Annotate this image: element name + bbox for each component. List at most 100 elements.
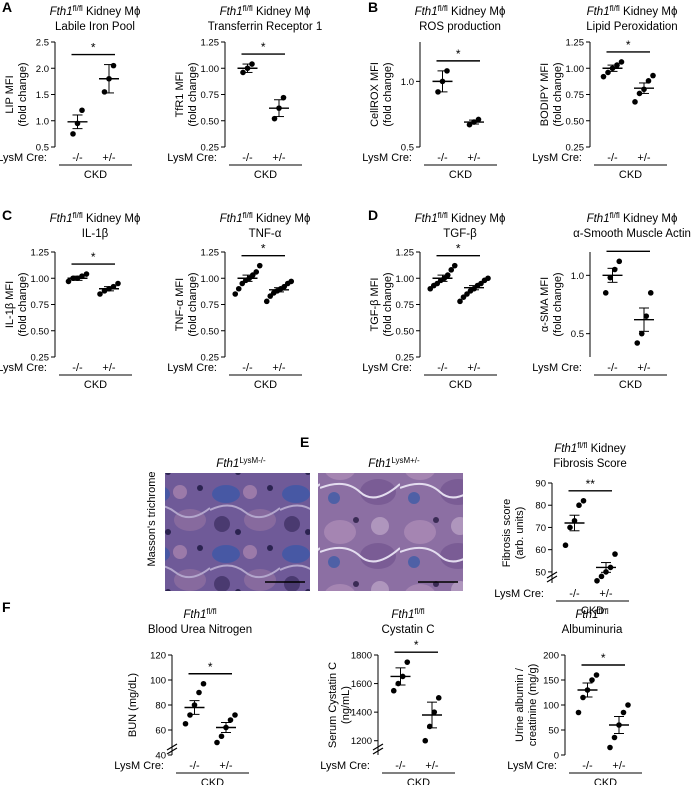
data-point xyxy=(232,712,238,718)
y-tick-label: 0.50 xyxy=(31,326,50,337)
panel-letter: A xyxy=(2,0,12,15)
group-axis-label: LysM Cre: xyxy=(532,152,582,164)
y-axis-label-line: TfR1 MFI xyxy=(174,72,186,118)
data-point xyxy=(227,717,234,723)
data-point xyxy=(70,131,76,137)
y-tick-label: 200 xyxy=(543,651,559,662)
y-axis-label-line: (fold change) xyxy=(17,272,29,336)
data-point xyxy=(607,744,613,751)
chart-title: Fth1fl/fl Kidney Mϕ xyxy=(220,211,311,225)
data-point xyxy=(451,262,458,269)
chart-subtitle: TNF-α xyxy=(249,228,282,240)
chart-title-gene: Fth1 xyxy=(50,213,73,225)
chart-title-sup: fl/fl xyxy=(73,211,83,220)
y-axis-label: α-SMA MFI(fold change) xyxy=(539,272,564,336)
chart-title-gene: Fth1 xyxy=(50,6,73,18)
y-tick-label: 0.25 xyxy=(31,353,50,364)
chart-title: Fth1fl/fl Kidney Mϕ xyxy=(587,4,678,18)
chart-F3: Fth1fl/fl Albuminuria Urine albumin /creat… xyxy=(507,607,642,785)
chart-title: Fth1fl/fl xyxy=(391,607,424,621)
y-axis-label: Serum Cystatin C(ng/mL) xyxy=(327,662,352,748)
data-point xyxy=(187,712,193,718)
data-point xyxy=(612,551,618,557)
y-tick-label: 50 xyxy=(548,726,559,737)
chart-B1: Fth1fl/fl Kidney Mϕ ROS production CellROX… xyxy=(362,4,505,181)
group-axis-label: LysM Cre: xyxy=(532,362,582,374)
x-tick-label: +/- xyxy=(637,152,650,164)
y-tick-label: 0.75 xyxy=(31,300,50,311)
data-point xyxy=(575,709,582,716)
group-axis-label: LysM Cre: xyxy=(507,760,557,772)
chart-title-suffix: Kidney Mϕ xyxy=(83,213,141,225)
data-point xyxy=(196,689,202,696)
significance-marker: * xyxy=(601,651,606,665)
data-point xyxy=(83,271,90,277)
y-axis-label-line: (fold change) xyxy=(17,62,29,126)
chart-title-sup: fl/fl xyxy=(206,607,216,616)
y-axis-label-line: (fold change) xyxy=(552,272,564,336)
chart-B2: Fth1fl/fl Kidney Mϕ Lipid Peroxidation BOD… xyxy=(532,4,677,181)
chart-F2: Fth1fl/fl Cystatin C Serum Cystatin C(ng/m… xyxy=(320,607,455,785)
y-tick-label: 1.00 xyxy=(201,274,220,285)
y-axis-label: BUN (mg/dL) xyxy=(127,673,139,737)
data-point xyxy=(404,659,411,665)
data-point xyxy=(594,577,600,584)
x-tick-label: +/- xyxy=(467,152,480,164)
y-tick-label: 0.75 xyxy=(201,90,220,101)
significance-marker: * xyxy=(208,660,213,674)
data-point xyxy=(115,280,121,287)
y-axis-label-line: CellROX MFI xyxy=(369,62,381,127)
x-tick-label: -/- xyxy=(72,362,83,374)
chart-subtitle: ROS production xyxy=(419,21,501,33)
data-point xyxy=(647,290,654,296)
y-axis-label-line: (fold change) xyxy=(187,272,199,336)
x-tick-label: +/- xyxy=(599,588,612,600)
y-tick-label: 1.0 xyxy=(571,271,584,282)
x-tick-label: +/- xyxy=(272,362,285,374)
x-tick-label: +/- xyxy=(467,362,480,374)
x-tick-label: +/- xyxy=(272,152,285,164)
chart-D2: Fth1fl/fl Kidney Mϕ α-Smooth Muscle Actin… xyxy=(532,211,691,391)
group-axis-label: LysM Cre: xyxy=(167,152,217,164)
data-point xyxy=(431,709,438,715)
group-axis-label: LysM Cre: xyxy=(362,362,412,374)
chart-title-gene: Fth1 xyxy=(575,609,598,621)
data-point xyxy=(650,72,656,79)
y-axis-label-line: (fold change) xyxy=(382,62,394,126)
y-axis-label-line: creatinine (mg/g) xyxy=(527,664,539,747)
significance-marker: * xyxy=(261,242,266,256)
group-axis-label: LysM Cre: xyxy=(494,588,544,600)
data-point xyxy=(218,733,225,740)
data-point xyxy=(600,73,607,80)
y-tick-label: 0.50 xyxy=(396,326,415,337)
histology-label-sup: LysM+/- xyxy=(391,456,420,465)
y-tick-label: 1.00 xyxy=(201,64,220,75)
x-tick-label: -/- xyxy=(582,760,593,772)
histology-image xyxy=(165,473,310,591)
data-point xyxy=(616,258,623,265)
y-tick-label: 1.00 xyxy=(566,64,585,75)
chart-title-sup: fl/fl xyxy=(438,4,448,13)
chart-title-gene: Fth1 xyxy=(220,6,243,18)
y-axis-label: IL-1β MFI(fold change) xyxy=(4,272,29,336)
y-tick-label: 1.25 xyxy=(201,248,220,259)
data-point xyxy=(625,702,631,708)
y-tick-label: 1.25 xyxy=(566,38,585,49)
y-axis-label-line: BODIPY MFI xyxy=(539,63,551,126)
data-point xyxy=(580,497,587,504)
chart-title-gene: Fth1 xyxy=(415,6,438,18)
significance-marker: * xyxy=(91,41,96,55)
data-point xyxy=(567,524,573,531)
data-point xyxy=(643,313,650,319)
data-point xyxy=(280,94,287,101)
data-point xyxy=(422,737,429,744)
chart-C1: Fth1fl/fl Kidney Mϕ IL-1β IL-1β MFI(fold c… xyxy=(0,211,140,391)
y-tick-label: 70 xyxy=(535,523,546,534)
y-tick-label: 0.5 xyxy=(401,143,414,154)
x-tick-label: +/- xyxy=(102,152,115,164)
data-point xyxy=(632,99,638,105)
y-tick-label: 0.25 xyxy=(201,353,220,364)
data-point xyxy=(97,291,103,297)
